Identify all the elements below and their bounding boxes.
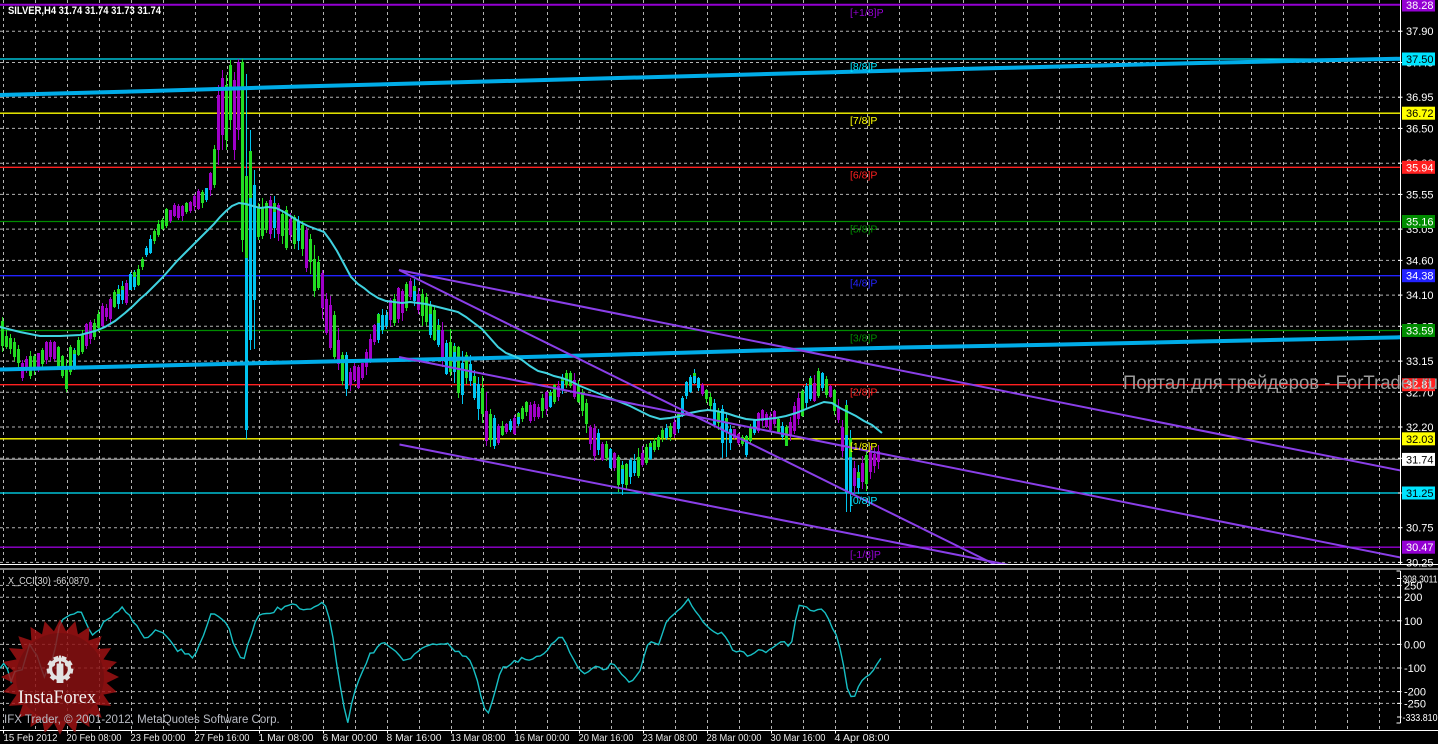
svg-text:[4/8]P: [4/8]P <box>850 278 877 290</box>
svg-text:[1/8]P: [1/8]P <box>850 441 877 453</box>
svg-text:30.25: 30.25 <box>1406 557 1434 569</box>
svg-text:23 Mar 08:00: 23 Mar 08:00 <box>643 732 698 744</box>
svg-text:37.90: 37.90 <box>1406 26 1434 38</box>
svg-text:31.74: 31.74 <box>1406 454 1434 466</box>
svg-text:20 Feb 08:00: 20 Feb 08:00 <box>67 732 122 744</box>
svg-text:IFX Trader, © 2001-2012, MetaQ: IFX Trader, © 2001-2012, MetaQuotes Soft… <box>4 714 280 726</box>
svg-text:[5/8]P: [5/8]P <box>850 224 877 236</box>
svg-text:[+1/8]P: [+1/8]P <box>850 7 884 19</box>
svg-text:[2/8]P: [2/8]P <box>850 387 877 399</box>
svg-text:30.75: 30.75 <box>1406 523 1434 535</box>
svg-text:35.94: 35.94 <box>1406 162 1434 174</box>
svg-text:200: 200 <box>1404 592 1422 604</box>
svg-text:[7/8]P: [7/8]P <box>850 115 877 127</box>
svg-text:30.47: 30.47 <box>1406 542 1434 554</box>
svg-text:15 Feb 2012: 15 Feb 2012 <box>4 732 58 744</box>
svg-text:36.95: 36.95 <box>1406 92 1434 104</box>
svg-text:[8/8]P: [8/8]P <box>850 61 877 73</box>
svg-text:23 Feb 00:00: 23 Feb 00:00 <box>131 732 186 744</box>
svg-text:0.00: 0.00 <box>1404 639 1425 651</box>
svg-text:34.60: 34.60 <box>1406 255 1434 267</box>
svg-text:32.20: 32.20 <box>1406 422 1434 434</box>
svg-text:6 Mar 00:00: 6 Mar 00:00 <box>323 732 378 744</box>
svg-text:Портал для трейдеров - ForTra: Портал для трейдеров - ForTrader.ru <box>1123 372 1438 394</box>
svg-text:SILVER,H4 31.74 31.74 31.73 3: SILVER,H4 31.74 31.74 31.73 31.74 <box>8 5 162 17</box>
svg-text:35.16: 35.16 <box>1406 217 1434 229</box>
svg-text:31.25: 31.25 <box>1406 488 1434 500</box>
svg-text:InstaForex: InstaForex <box>18 688 97 708</box>
svg-text:250: 250 <box>1404 580 1422 592</box>
svg-text:27 Feb 16:00: 27 Feb 16:00 <box>195 732 250 744</box>
svg-text:-100: -100 <box>1404 663 1426 675</box>
svg-text:X_CCI(30) -66.0870: X_CCI(30) -66.0870 <box>8 576 89 587</box>
svg-text:-200: -200 <box>1404 687 1426 699</box>
svg-text:308.3011: 308.3011 <box>1403 575 1438 586</box>
svg-text:[-1/8]P: [-1/8]P <box>850 549 881 561</box>
svg-text:28 Mar 00:00: 28 Mar 00:00 <box>707 732 762 744</box>
svg-text:[6/8]P: [6/8]P <box>850 169 877 181</box>
svg-text:30 Mar 16:00: 30 Mar 16:00 <box>771 732 826 744</box>
svg-text:4 Apr 08:00: 4 Apr 08:00 <box>835 732 890 744</box>
svg-text:33.59: 33.59 <box>1406 326 1434 338</box>
svg-text:-333.810: -333.810 <box>1403 713 1438 724</box>
svg-text:-250: -250 <box>1404 698 1426 710</box>
svg-text:35.55: 35.55 <box>1406 189 1434 201</box>
svg-text:8 Mar 16:00: 8 Mar 16:00 <box>387 732 442 744</box>
svg-text:36.72: 36.72 <box>1406 108 1434 120</box>
svg-text:38.28: 38.28 <box>1406 0 1434 12</box>
svg-text:32.81: 32.81 <box>1406 380 1434 392</box>
svg-text:33.15: 33.15 <box>1406 356 1434 368</box>
svg-text:37.50: 37.50 <box>1406 54 1434 66</box>
svg-text:32.03: 32.03 <box>1406 434 1434 446</box>
svg-text:34.10: 34.10 <box>1406 290 1434 302</box>
svg-text:13 Mar 08:00: 13 Mar 08:00 <box>451 732 506 744</box>
svg-text:34.38: 34.38 <box>1406 271 1434 283</box>
svg-text:1 Mar 08:00: 1 Mar 08:00 <box>259 732 314 744</box>
svg-text:[0/8]P: [0/8]P <box>850 495 877 507</box>
svg-text:36.50: 36.50 <box>1406 123 1434 135</box>
svg-text:[3/8]P: [3/8]P <box>850 333 877 345</box>
svg-text:16 Mar 00:00: 16 Mar 00:00 <box>515 732 570 744</box>
svg-text:20 Mar 16:00: 20 Mar 16:00 <box>579 732 634 744</box>
svg-text:100: 100 <box>1404 616 1422 628</box>
